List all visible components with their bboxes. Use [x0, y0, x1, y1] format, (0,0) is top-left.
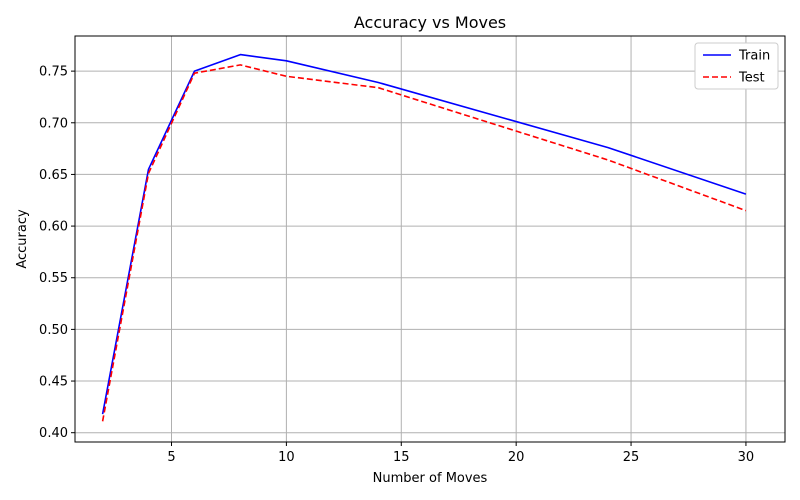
series-line-test [101, 64, 747, 422]
plot-frame [74, 35, 786, 443]
y-tick-label: 0.40 [39, 426, 68, 441]
legend-label-train: Train [738, 49, 770, 64]
x-tick-label: 5 [167, 450, 175, 465]
chart-title: Accuracy vs Moves [354, 13, 506, 32]
y-tick-label: 0.65 [39, 168, 68, 183]
y-tick-label: 0.50 [39, 323, 68, 338]
series-lines [101, 53, 747, 422]
y-tick-label: 0.55 [39, 271, 68, 286]
y-axis-label: Accuracy [15, 209, 30, 269]
x-tick-label: 20 [508, 450, 525, 465]
x-tick-label: 30 [738, 450, 755, 465]
legend: Train Test [694, 42, 779, 90]
x-tick-label: 10 [278, 450, 295, 465]
y-tick-label: 0.60 [39, 220, 68, 235]
x-tick-label: 15 [393, 450, 410, 465]
y-axis: 0.40 0.45 0.50 0.55 0.60 0.65 0.70 0.75 [39, 65, 75, 441]
x-axis: 5 10 15 20 25 30 [167, 442, 754, 465]
series-line-train [101, 53, 747, 415]
x-axis-label: Number of Moves [373, 471, 488, 486]
grid [75, 36, 785, 442]
legend-label-test: Test [738, 71, 765, 86]
y-tick-label: 0.70 [39, 116, 68, 131]
y-tick-label: 0.45 [39, 375, 68, 390]
x-tick-label: 25 [623, 450, 640, 465]
y-tick-label: 0.75 [39, 65, 68, 80]
